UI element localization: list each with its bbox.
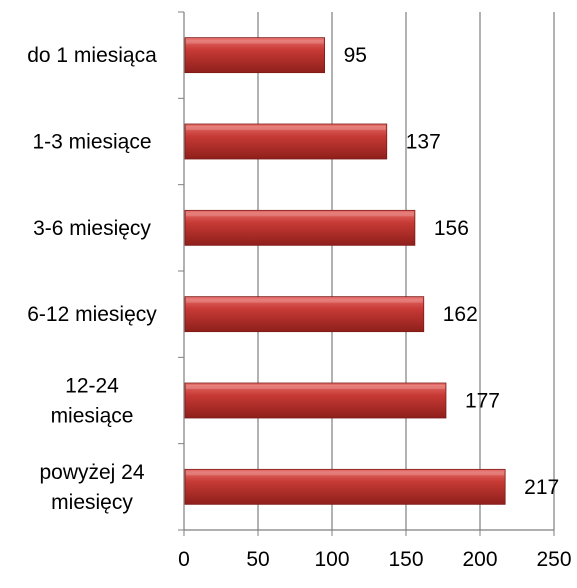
bar: [184, 468, 506, 505]
gridlines: [257, 12, 555, 530]
category-label: 3-6 miesięcy: [33, 217, 151, 240]
bar: [184, 296, 425, 333]
bar-highlight: [186, 126, 386, 130]
bar-highlight: [186, 385, 445, 389]
bar-value-label: 162: [443, 303, 478, 326]
bar-value-label: 137: [406, 131, 441, 154]
x-tick-label: 0: [178, 548, 190, 571]
bar-value-label: 95: [344, 44, 367, 67]
category-label: 12-24: [65, 375, 119, 398]
x-tick-label: 150: [388, 548, 423, 571]
bars: [184, 37, 506, 505]
category-label: powyżej 24: [39, 461, 144, 484]
bar: [184, 37, 326, 74]
bar-highlight: [186, 212, 414, 217]
bar-value-label: 217: [524, 476, 559, 499]
category-label: 6-12 miesięcy: [27, 303, 157, 326]
x-tick-label: 200: [462, 548, 497, 571]
category-label: miesięcy: [51, 491, 133, 514]
x-tick-label: 250: [536, 548, 571, 571]
category-label: miesiące: [51, 405, 134, 428]
labels: 0 50 100 150 200 250 95 do 1 miesiąca 137 1-3 mie…: [27, 44, 571, 571]
category-label: 1-3 miesiące: [32, 131, 151, 154]
bar-value-label: 177: [465, 390, 500, 413]
bar-highlight: [186, 39, 324, 44]
bar: [184, 382, 447, 419]
bar-highlight: [186, 298, 423, 303]
x-tick-label: 50: [246, 548, 269, 571]
category-label: do 1 miesiąca: [27, 44, 157, 67]
bar-value-label: 156: [434, 217, 469, 240]
bar-highlight: [186, 471, 505, 476]
bar: [184, 209, 416, 246]
axes: [178, 11, 555, 536]
x-tick-label: 100: [314, 548, 349, 571]
bar: [184, 123, 388, 160]
